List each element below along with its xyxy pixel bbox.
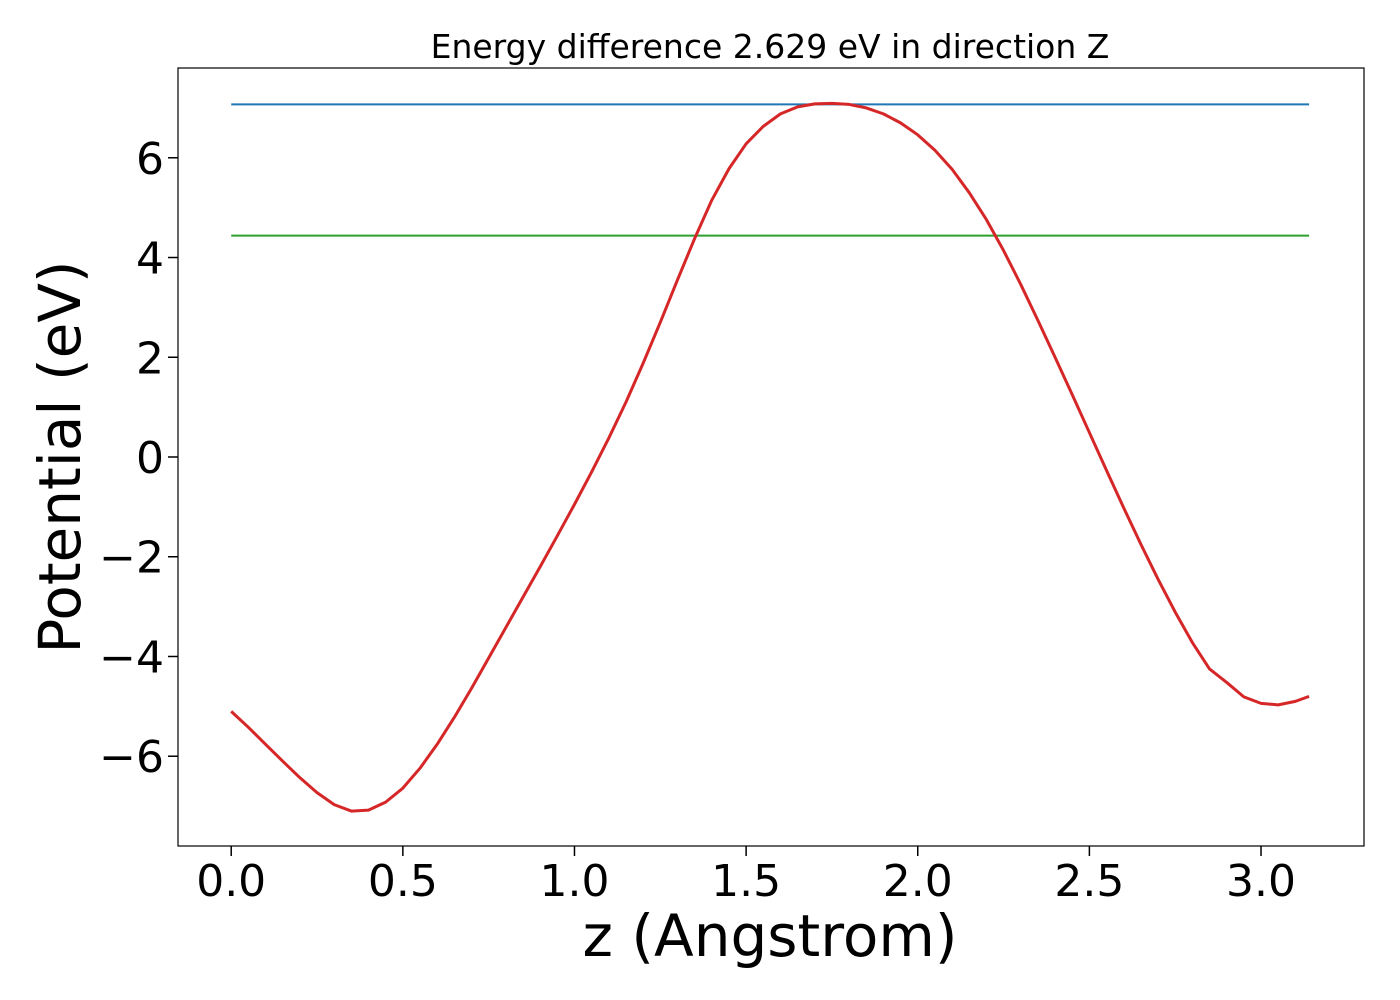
x-tick-label: 1.0: [539, 856, 609, 907]
plot-area: [177, 67, 1365, 847]
y-tick-label: −2: [99, 533, 164, 584]
x-tick-label: 2.5: [1054, 856, 1124, 907]
plot-background: [178, 68, 1364, 846]
x-tick-label: 1.5: [711, 856, 781, 907]
y-tick-label: 0: [136, 433, 164, 484]
series-line-potential: [230, 101, 1310, 813]
y-tick-label: 4: [136, 234, 164, 285]
y-axis-label: Potential (eV): [26, 260, 94, 653]
horizontal-lines: [231, 103, 1310, 237]
y-tick-label: 6: [136, 134, 164, 185]
x-tick-label: 3.0: [1226, 856, 1296, 907]
y-tick-label: −6: [99, 732, 164, 783]
y-axis: −6 −4 −2 0 2 4 6: [99, 134, 178, 783]
chart-title: Energy difference 2.629 eV in direction …: [431, 27, 1110, 66]
x-axis: 0.0 0.5 1.0 1.5 2.0 2.5 3.0: [196, 846, 1296, 907]
y-tick-label: −4: [99, 632, 164, 683]
x-axis-label: z (Angstrom): [583, 902, 958, 970]
y-tick-label: 2: [136, 333, 164, 384]
x-tick-label: 0.0: [196, 856, 266, 907]
x-tick-label: 2.0: [883, 856, 953, 907]
x-tick-label: 0.5: [368, 856, 438, 907]
series-layer: [230, 101, 1310, 813]
